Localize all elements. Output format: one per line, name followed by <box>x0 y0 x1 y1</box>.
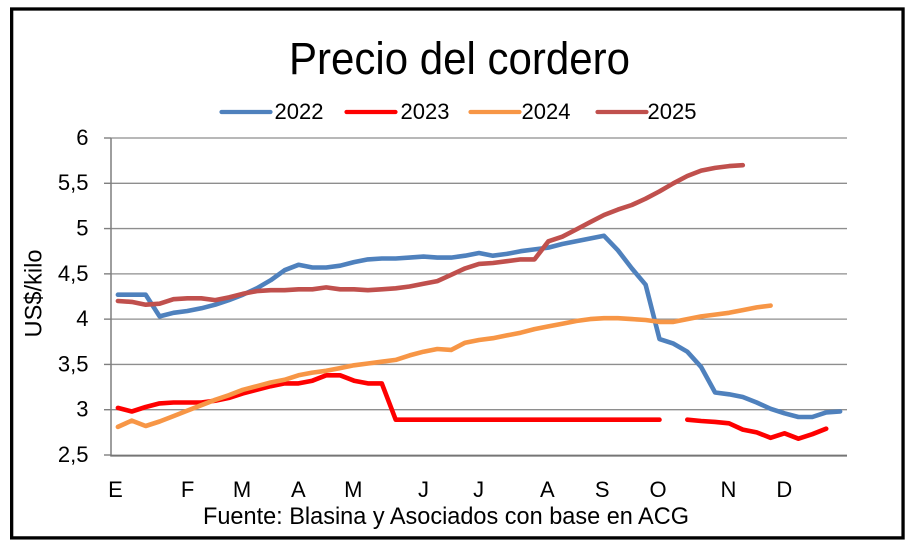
svg-text:Precio del cordero: Precio del cordero <box>289 33 630 84</box>
svg-text:N: N <box>720 477 736 502</box>
svg-text:3,5: 3,5 <box>58 351 89 376</box>
svg-text:5: 5 <box>76 216 88 241</box>
svg-text:E: E <box>108 477 123 502</box>
svg-text:M: M <box>344 477 362 502</box>
svg-text:4,5: 4,5 <box>58 261 89 286</box>
svg-text:3: 3 <box>76 397 88 422</box>
svg-text:F: F <box>181 477 194 502</box>
svg-text:2,5: 2,5 <box>58 442 89 467</box>
svg-text:2025: 2025 <box>648 99 697 124</box>
svg-text:A: A <box>540 477 555 502</box>
svg-text:2023: 2023 <box>401 99 450 124</box>
svg-text:4: 4 <box>76 306 88 331</box>
svg-text:A: A <box>291 477 306 502</box>
svg-text:S: S <box>595 477 610 502</box>
svg-text:US$/kilo: US$/kilo <box>21 250 48 338</box>
svg-text:J: J <box>418 477 429 502</box>
svg-text:D: D <box>776 477 792 502</box>
svg-text:J: J <box>473 477 484 502</box>
svg-text:6: 6 <box>76 125 88 150</box>
svg-text:2022: 2022 <box>275 99 324 124</box>
svg-text:Fuente: Blasina y Asociados co: Fuente: Blasina y Asociados con base en … <box>203 503 689 530</box>
svg-text:O: O <box>650 477 667 502</box>
svg-text:5,5: 5,5 <box>58 170 89 195</box>
svg-text:2024: 2024 <box>522 99 571 124</box>
svg-text:M: M <box>233 477 251 502</box>
